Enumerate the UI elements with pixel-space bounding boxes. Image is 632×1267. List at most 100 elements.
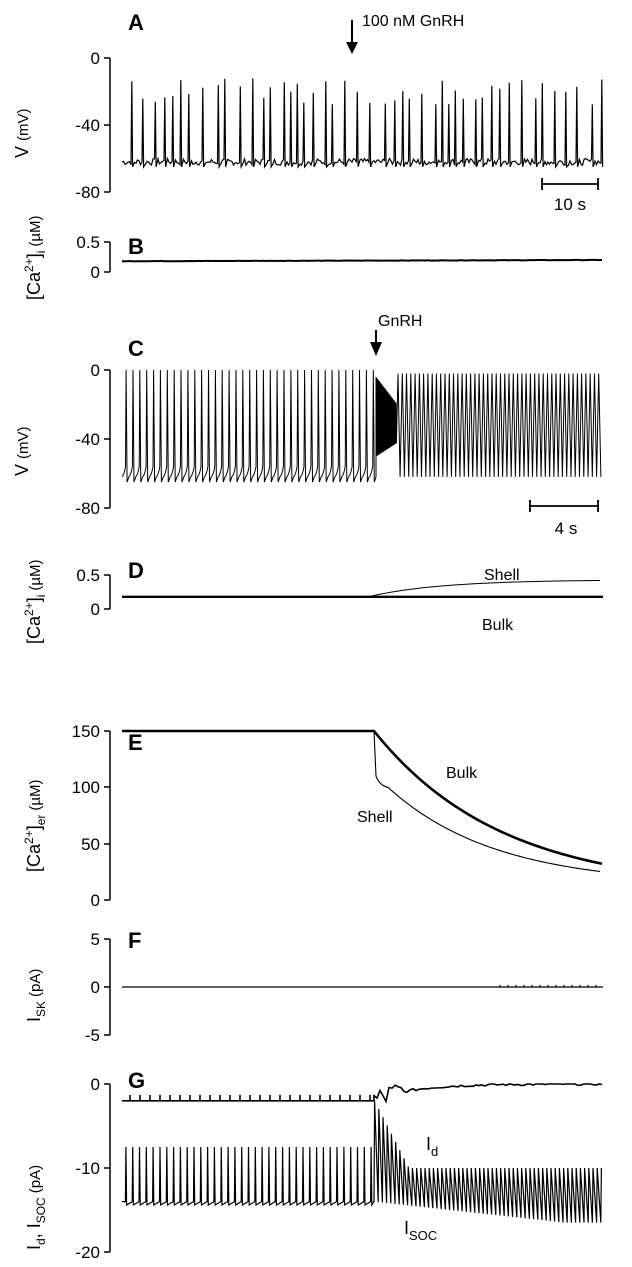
scalebar-a-label: 10 s: [554, 195, 586, 214]
panel-b: B 0.5 0 [Ca2+]i (µM): [22, 215, 603, 300]
panel-e-label: E: [128, 730, 143, 755]
y-label-e-open: [Ca: [24, 843, 44, 872]
tick-e-0: 0: [91, 891, 100, 910]
tick-g-0: 0: [91, 1075, 100, 1094]
shell-trace-e: [373, 730, 601, 873]
bulk-label-e: Bulk: [446, 765, 478, 782]
gnrh-arrowhead-c: [370, 342, 382, 356]
y-axis-d: [104, 574, 111, 610]
panel-g-label: G: [128, 1068, 145, 1093]
shell-label-d: Shell: [484, 567, 520, 584]
panel-e: E 150 100 50 0 [Ca2+]er (µM) Bulk Shell: [22, 722, 603, 910]
gnrh-label-c: GnRH: [378, 313, 422, 330]
y-label-b-unit: (µM): [27, 215, 44, 246]
y-axis-g: [104, 1083, 111, 1253]
calcium-trace-b: [121, 258, 603, 263]
y-label-a-unit: (mV): [15, 108, 32, 141]
y-label-d-close: ]: [24, 597, 44, 602]
panel-c: C GnRH 0 -40 -80 V (mV) 4 s: [12, 313, 602, 538]
y-label-e-sup: 2+: [22, 830, 36, 844]
y-label-f-symbol: I: [24, 1017, 44, 1022]
y-label-g: Id, ISOC (pA): [24, 1165, 48, 1250]
scalebar-c: [529, 500, 599, 512]
y-label-d-unit: (µM): [27, 559, 44, 590]
tick-f-5: 5: [91, 930, 100, 949]
panel-b-label: B: [128, 234, 144, 259]
y-label-g-sub-d: d: [34, 1238, 48, 1245]
y-axis-b: [104, 241, 111, 273]
shell-label-e: Shell: [357, 809, 393, 826]
panel-c-label: C: [128, 336, 144, 361]
y-label-b: [Ca2+]i (µM): [22, 215, 48, 300]
isoc-label-g-sub: SOC: [409, 1228, 437, 1243]
tick-f-0: 0: [91, 978, 100, 997]
y-axis-c: [104, 369, 111, 509]
tick-b-05: 0.5: [76, 233, 100, 252]
tick-a-0: 0: [91, 49, 100, 68]
isoc-label-g: ISOC: [404, 1218, 437, 1243]
bulk-label-d: Bulk: [482, 617, 514, 634]
voltage-trace-c: [121, 369, 602, 483]
y-label-g-i: I: [24, 1245, 44, 1250]
panel-g: G 0 -10 -20 Id, ISOC(pA) Id ISOC: [24, 1068, 603, 1262]
y-axis-a: [104, 57, 111, 193]
tick-e-50: 50: [81, 835, 100, 854]
y-label-g-comma: , I: [24, 1223, 44, 1238]
tick-g-minus10: -10: [75, 1159, 100, 1178]
y-label-d-sub: i: [34, 595, 48, 598]
panel-f-label: F: [128, 928, 141, 953]
tick-c-minus40: -40: [75, 430, 100, 449]
y-label-g-unit: (pA): [27, 1165, 44, 1193]
y-label-d-open: [Ca: [24, 615, 44, 644]
bulk-trace-e: [122, 729, 603, 866]
gnrh-arrowhead-a: [346, 42, 358, 54]
y-label-c-symbol: V: [12, 464, 32, 476]
y-label-b-open: [Ca: [24, 271, 44, 300]
y-label-e-unit: (µM): [27, 779, 44, 810]
panel-d: D 0.5 0 [Ca2+]i (µM) Shell Bulk: [22, 558, 603, 644]
gnrh-label-a: 100 nM GnRH: [362, 13, 464, 30]
id-label-g-sub: d: [431, 1144, 438, 1159]
tick-d-05: 0.5: [76, 566, 100, 585]
tick-e-150: 150: [72, 722, 100, 741]
y-label-e-sub: er: [34, 815, 48, 826]
y-label-d-sup: 2+: [22, 602, 36, 616]
y-label-f-sub: SK: [34, 1001, 48, 1017]
y-label-g-sub-soc: SOC: [34, 1197, 48, 1223]
tick-a-minus40: -40: [75, 116, 100, 135]
panel-f: F 5 0 -5 ISK (pA): [24, 928, 603, 1045]
y-label-b-sup: 2+: [22, 258, 36, 272]
y-label-e-close: ]: [24, 825, 44, 830]
y-label-e: [Ca2+]er (µM): [22, 779, 48, 872]
y-axis-f: [104, 938, 111, 1036]
scalebar-c-label: 4 s: [555, 519, 578, 538]
y-label-c-unit: (mV): [15, 426, 32, 459]
tick-c-minus80: -80: [75, 499, 100, 518]
y-label-a: V (mV): [12, 108, 32, 158]
isoc-trace-g: [122, 1100, 602, 1223]
tick-b-0: 0: [91, 263, 100, 282]
y-label-a-symbol: V: [12, 146, 32, 158]
id-label-g-i: I: [426, 1134, 431, 1154]
tick-c-0: 0: [91, 361, 100, 380]
y-label-d: [Ca2+]i (µM): [22, 559, 48, 644]
y-label-b-sub: i: [34, 251, 48, 254]
tick-f-minus5: -5: [85, 1026, 100, 1045]
panel-d-label: D: [128, 558, 144, 583]
y-label-f: ISK (pA): [24, 969, 48, 1022]
shell-trace-d: [367, 579, 601, 598]
y-axis-e: [104, 730, 111, 901]
tick-a-minus80: -80: [75, 183, 100, 202]
y-label-f-unit: (pA): [27, 969, 44, 997]
panel-a: A 100 nM GnRH 0 -40 -80 V (mV) 10 s: [12, 10, 604, 214]
id-label-g: Id: [426, 1134, 438, 1159]
tick-e-100: 100: [72, 778, 100, 797]
isoc-label-g-i: I: [404, 1218, 409, 1238]
scalebar-a: [541, 178, 599, 190]
id-trace-g: [122, 1083, 603, 1104]
tick-g-minus20: -20: [75, 1243, 100, 1262]
panel-a-label: A: [128, 10, 144, 35]
y-label-c: V (mV): [12, 426, 32, 476]
tick-d-0: 0: [91, 600, 100, 619]
